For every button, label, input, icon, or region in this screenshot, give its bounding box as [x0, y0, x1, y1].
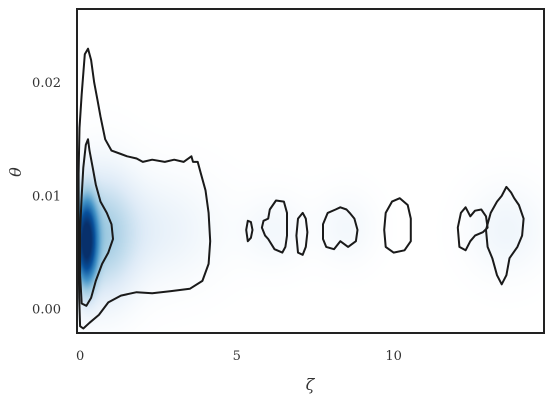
contour-outer-8: [485, 185, 525, 286]
y-tick-label: 0.02: [32, 76, 61, 91]
x-tick-label: 0: [76, 349, 84, 364]
contour-outer-3: [260, 199, 288, 254]
x-axis-ticks: 0 5 10: [76, 349, 402, 364]
contour-outer-7: [456, 206, 489, 252]
y-tick-label: 0.00: [32, 303, 61, 318]
density-heatmap: [77, 9, 544, 333]
x-tick-label: 10: [385, 349, 402, 364]
y-axis-ticks: 0.00 0.01 0.02: [32, 76, 61, 318]
contour-outer-6: [383, 197, 412, 254]
contour-outer-5: [322, 206, 359, 251]
contour-outer-4: [295, 211, 309, 256]
y-axis-label: θ: [6, 167, 25, 177]
plot-frame: [76, 8, 545, 334]
x-tick-label: 5: [233, 349, 241, 364]
contour-inner-1: [79, 138, 114, 307]
contour-lines: [77, 47, 525, 330]
contour-outer-0: [77, 47, 212, 330]
y-tick-label: 0.01: [32, 189, 61, 204]
contour-outer-2: [245, 219, 254, 243]
x-axis-label: ζ: [306, 375, 316, 394]
